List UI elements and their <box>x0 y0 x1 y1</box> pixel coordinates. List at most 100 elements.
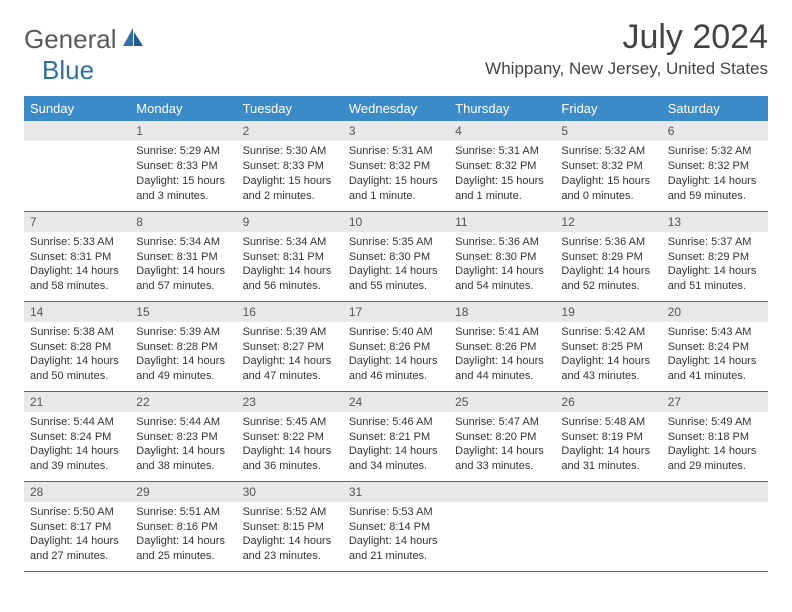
sunset-text: Sunset: 8:31 PM <box>243 250 337 265</box>
day-cell: 2Sunrise: 5:30 AMSunset: 8:33 PMDaylight… <box>237 121 343 211</box>
day-cell: 6Sunrise: 5:32 AMSunset: 8:32 PMDaylight… <box>662 121 768 211</box>
daylight-text: Daylight: 14 hours and 59 minutes. <box>668 174 762 204</box>
day-cell <box>662 481 768 571</box>
day-details: Sunrise: 5:53 AMSunset: 8:14 PMDaylight:… <box>343 502 449 570</box>
location-text: Whippany, New Jersey, United States <box>485 59 768 79</box>
day-number: 22 <box>130 392 236 412</box>
sunrise-text: Sunrise: 5:53 AM <box>349 505 443 520</box>
day-number: 6 <box>662 121 768 141</box>
sunset-text: Sunset: 8:26 PM <box>349 340 443 355</box>
day-header: Sunday <box>24 96 130 121</box>
day-number: 8 <box>130 212 236 232</box>
sunrise-text: Sunrise: 5:45 AM <box>243 415 337 430</box>
sunset-text: Sunset: 8:25 PM <box>561 340 655 355</box>
sunset-text: Sunset: 8:26 PM <box>455 340 549 355</box>
day-cell: 18Sunrise: 5:41 AMSunset: 8:26 PMDayligh… <box>449 301 555 391</box>
day-cell <box>555 481 661 571</box>
daylight-text: Daylight: 14 hours and 56 minutes. <box>243 264 337 294</box>
sunrise-text: Sunrise: 5:32 AM <box>668 144 762 159</box>
day-number: 4 <box>449 121 555 141</box>
day-number: 3 <box>343 121 449 141</box>
day-cell: 16Sunrise: 5:39 AMSunset: 8:27 PMDayligh… <box>237 301 343 391</box>
sunset-text: Sunset: 8:32 PM <box>561 159 655 174</box>
day-details: Sunrise: 5:49 AMSunset: 8:18 PMDaylight:… <box>662 412 768 480</box>
sunset-text: Sunset: 8:18 PM <box>668 430 762 445</box>
day-cell: 11Sunrise: 5:36 AMSunset: 8:30 PMDayligh… <box>449 211 555 301</box>
day-number: 10 <box>343 212 449 232</box>
day-cell: 4Sunrise: 5:31 AMSunset: 8:32 PMDaylight… <box>449 121 555 211</box>
calendar-table: SundayMondayTuesdayWednesdayThursdayFrid… <box>24 96 768 572</box>
day-details: Sunrise: 5:36 AMSunset: 8:30 PMDaylight:… <box>449 232 555 300</box>
day-number: 15 <box>130 302 236 322</box>
sunrise-text: Sunrise: 5:41 AM <box>455 325 549 340</box>
day-number: 17 <box>343 302 449 322</box>
daylight-text: Daylight: 14 hours and 46 minutes. <box>349 354 443 384</box>
day-number: 23 <box>237 392 343 412</box>
day-cell: 31Sunrise: 5:53 AMSunset: 8:14 PMDayligh… <box>343 481 449 571</box>
day-cell: 9Sunrise: 5:34 AMSunset: 8:31 PMDaylight… <box>237 211 343 301</box>
day-number: 1 <box>130 121 236 141</box>
day-number: 18 <box>449 302 555 322</box>
daylight-text: Daylight: 14 hours and 41 minutes. <box>668 354 762 384</box>
empty-day-number <box>555 482 661 502</box>
daylight-text: Daylight: 14 hours and 51 minutes. <box>668 264 762 294</box>
sunrise-text: Sunrise: 5:51 AM <box>136 505 230 520</box>
day-cell: 15Sunrise: 5:39 AMSunset: 8:28 PMDayligh… <box>130 301 236 391</box>
sunset-text: Sunset: 8:32 PM <box>668 159 762 174</box>
day-cell: 22Sunrise: 5:44 AMSunset: 8:23 PMDayligh… <box>130 391 236 481</box>
day-number: 21 <box>24 392 130 412</box>
header: General Blue July 2024 Whippany, New Jer… <box>24 18 768 86</box>
day-cell: 13Sunrise: 5:37 AMSunset: 8:29 PMDayligh… <box>662 211 768 301</box>
daylight-text: Daylight: 14 hours and 34 minutes. <box>349 444 443 474</box>
daylight-text: Daylight: 15 hours and 3 minutes. <box>136 174 230 204</box>
sunset-text: Sunset: 8:24 PM <box>30 430 124 445</box>
day-cell: 23Sunrise: 5:45 AMSunset: 8:22 PMDayligh… <box>237 391 343 481</box>
sunset-text: Sunset: 8:16 PM <box>136 520 230 535</box>
day-number: 13 <box>662 212 768 232</box>
sunset-text: Sunset: 8:30 PM <box>455 250 549 265</box>
day-header: Wednesday <box>343 96 449 121</box>
day-details: Sunrise: 5:38 AMSunset: 8:28 PMDaylight:… <box>24 322 130 390</box>
day-details: Sunrise: 5:29 AMSunset: 8:33 PMDaylight:… <box>130 141 236 209</box>
sunrise-text: Sunrise: 5:35 AM <box>349 235 443 250</box>
sunrise-text: Sunrise: 5:39 AM <box>243 325 337 340</box>
day-number: 16 <box>237 302 343 322</box>
day-number: 5 <box>555 121 661 141</box>
daylight-text: Daylight: 14 hours and 57 minutes. <box>136 264 230 294</box>
day-header-row: SundayMondayTuesdayWednesdayThursdayFrid… <box>24 96 768 121</box>
daylight-text: Daylight: 14 hours and 33 minutes. <box>455 444 549 474</box>
day-number: 2 <box>237 121 343 141</box>
sunset-text: Sunset: 8:20 PM <box>455 430 549 445</box>
sunrise-text: Sunrise: 5:37 AM <box>668 235 762 250</box>
sunrise-text: Sunrise: 5:36 AM <box>561 235 655 250</box>
day-header: Thursday <box>449 96 555 121</box>
day-details: Sunrise: 5:41 AMSunset: 8:26 PMDaylight:… <box>449 322 555 390</box>
sunset-text: Sunset: 8:33 PM <box>136 159 230 174</box>
daylight-text: Daylight: 14 hours and 52 minutes. <box>561 264 655 294</box>
day-number: 24 <box>343 392 449 412</box>
day-details: Sunrise: 5:34 AMSunset: 8:31 PMDaylight:… <box>237 232 343 300</box>
week-row: 14Sunrise: 5:38 AMSunset: 8:28 PMDayligh… <box>24 301 768 391</box>
day-details: Sunrise: 5:31 AMSunset: 8:32 PMDaylight:… <box>449 141 555 209</box>
day-cell: 12Sunrise: 5:36 AMSunset: 8:29 PMDayligh… <box>555 211 661 301</box>
sunset-text: Sunset: 8:32 PM <box>349 159 443 174</box>
month-title: July 2024 <box>485 18 768 57</box>
sunrise-text: Sunrise: 5:32 AM <box>561 144 655 159</box>
sunset-text: Sunset: 8:31 PM <box>30 250 124 265</box>
day-cell <box>449 481 555 571</box>
day-details: Sunrise: 5:40 AMSunset: 8:26 PMDaylight:… <box>343 322 449 390</box>
sunrise-text: Sunrise: 5:42 AM <box>561 325 655 340</box>
sunrise-text: Sunrise: 5:31 AM <box>455 144 549 159</box>
daylight-text: Daylight: 14 hours and 27 minutes. <box>30 534 124 564</box>
sunrise-text: Sunrise: 5:49 AM <box>668 415 762 430</box>
week-row: 7Sunrise: 5:33 AMSunset: 8:31 PMDaylight… <box>24 211 768 301</box>
empty-day-number <box>24 121 130 141</box>
sunset-text: Sunset: 8:28 PM <box>136 340 230 355</box>
day-details: Sunrise: 5:32 AMSunset: 8:32 PMDaylight:… <box>662 141 768 209</box>
day-cell: 19Sunrise: 5:42 AMSunset: 8:25 PMDayligh… <box>555 301 661 391</box>
daylight-text: Daylight: 14 hours and 58 minutes. <box>30 264 124 294</box>
sunset-text: Sunset: 8:24 PM <box>668 340 762 355</box>
daylight-text: Daylight: 14 hours and 50 minutes. <box>30 354 124 384</box>
day-number: 27 <box>662 392 768 412</box>
logo-blue-text: Blue <box>42 55 94 85</box>
